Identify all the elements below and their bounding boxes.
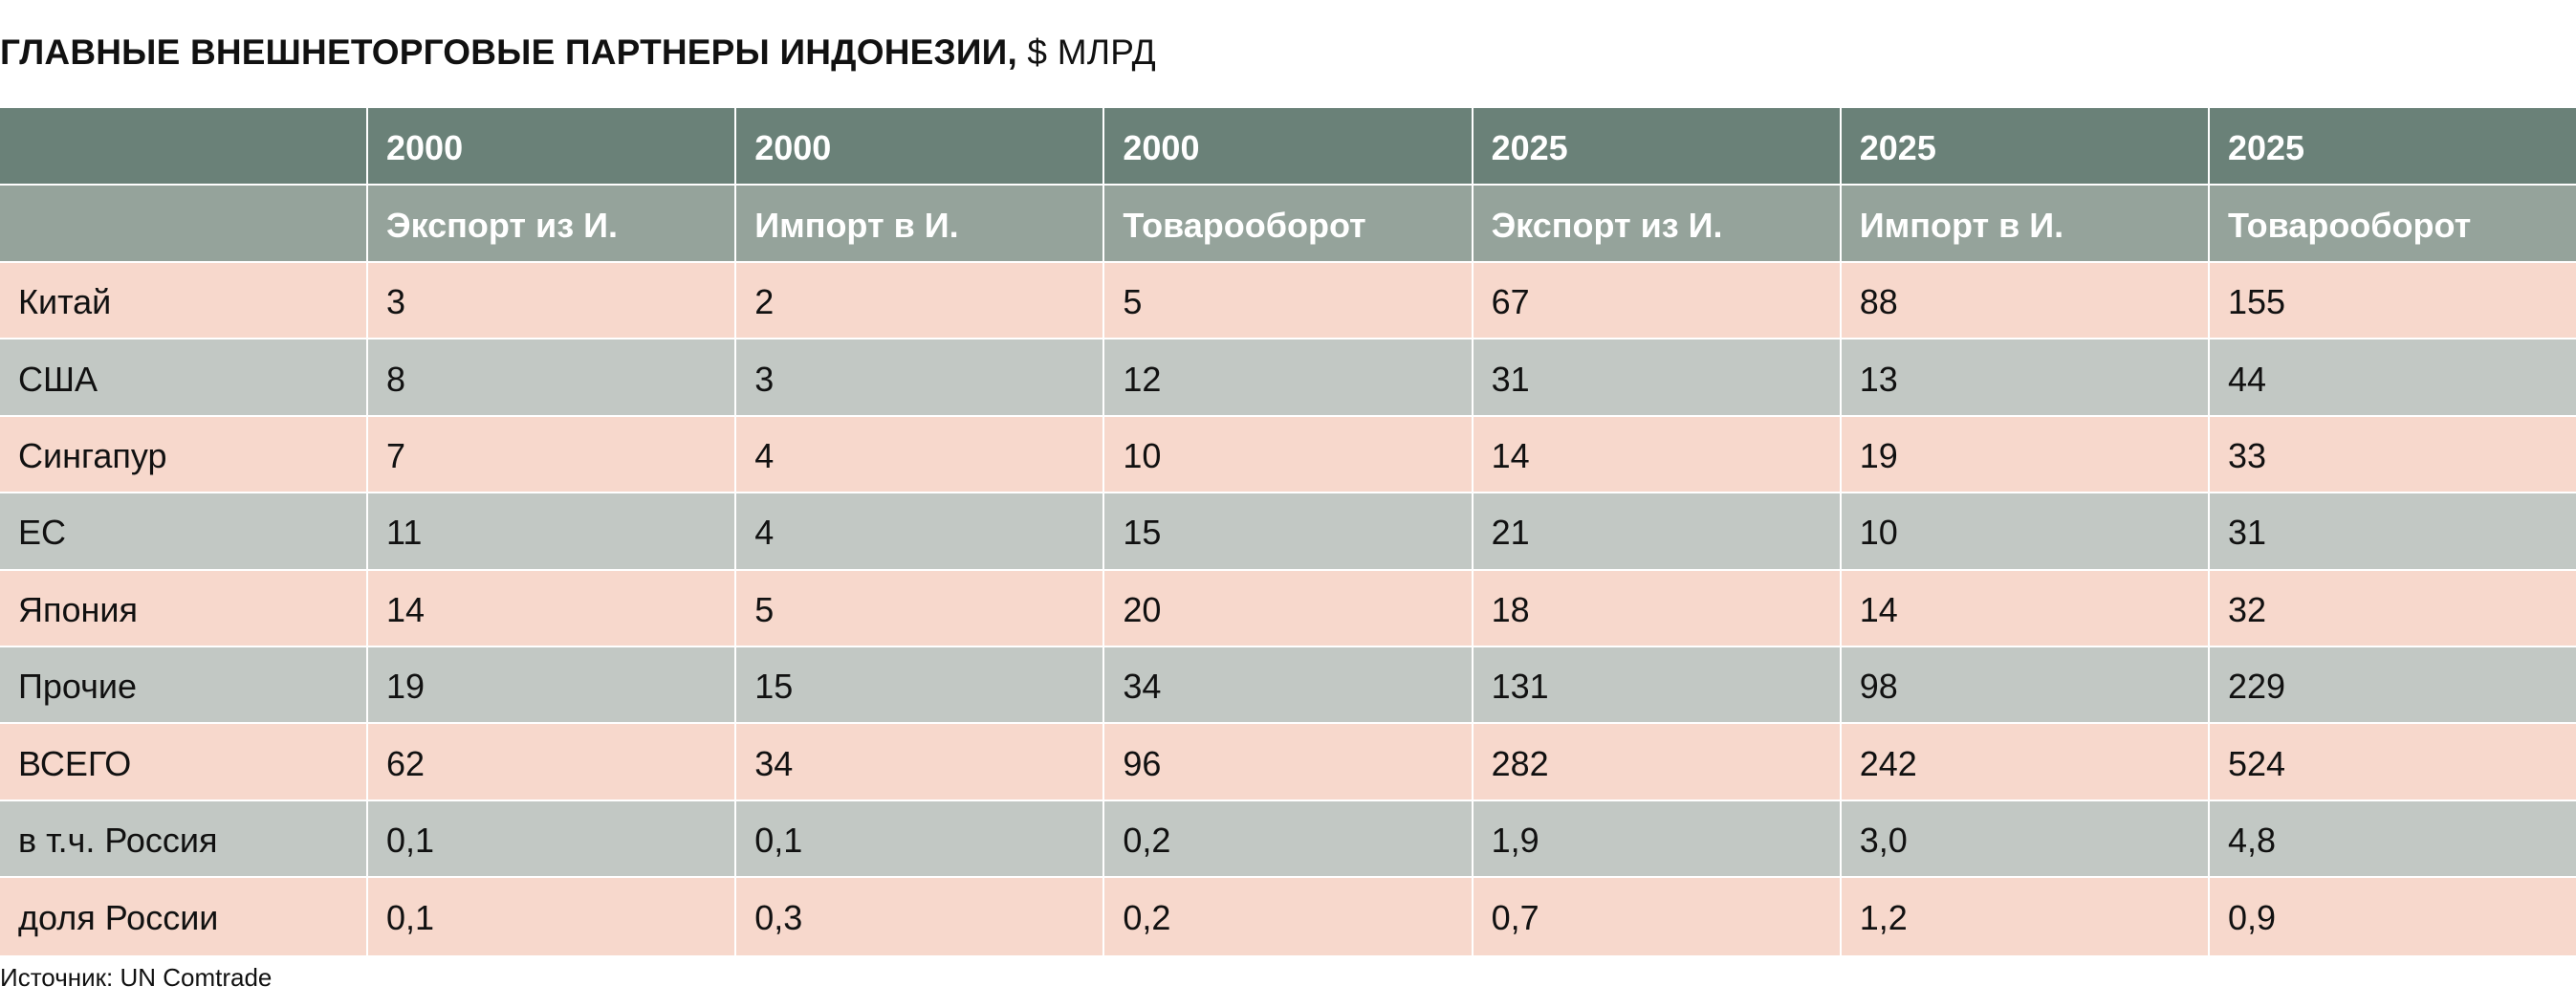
- table-cell: 88: [1839, 263, 2208, 340]
- table-cell: 3: [366, 263, 735, 340]
- table-cell: 13: [1839, 340, 2208, 417]
- table-cell: 31: [1471, 340, 1840, 417]
- table-cell: 4: [734, 416, 1103, 494]
- row-label: доля России: [0, 878, 366, 955]
- header-year-cell: 2025: [1471, 108, 1840, 186]
- table-cell: 14: [1471, 416, 1840, 494]
- header-kind-cell: Импорт в И.: [1839, 186, 2208, 263]
- table-cell: 32: [2207, 570, 2576, 647]
- table-cell: 1,2: [1839, 878, 2208, 955]
- header-kind-cell: Товарооборот: [1102, 186, 1472, 263]
- table-cell: 98: [1839, 646, 2208, 725]
- table-cell: 5: [734, 570, 1103, 647]
- row-label: Сингапур: [0, 416, 366, 494]
- header-year-cell: 2025: [2207, 108, 2576, 186]
- row-label: ВСЕГО: [0, 724, 366, 801]
- table-title: ГЛАВНЫЕ ВНЕШНЕТОРГОВЫЕ ПАРТНЕРЫ ИНДОНЕЗИ…: [0, 29, 1156, 77]
- table-row: Прочие 19 15 34 131 98 229: [0, 646, 2576, 725]
- row-label: Китай: [0, 263, 366, 340]
- table-cell: 11: [366, 493, 735, 571]
- header-kind-cell: Импорт в И.: [734, 186, 1103, 263]
- table-cell: 44: [2207, 340, 2576, 417]
- table-cell: 12: [1102, 340, 1472, 417]
- table-cell: 0,1: [366, 800, 735, 879]
- table-cell: 18: [1471, 570, 1840, 647]
- table-cell: 0,1: [734, 800, 1103, 879]
- header-year-cell: 2025: [1839, 108, 2208, 186]
- table-cell: 0,7: [1471, 878, 1840, 955]
- table-cell: 31: [2207, 493, 2576, 571]
- row-label: в т.ч. Россия: [0, 800, 366, 879]
- trade-partners-table: 2000 2000 2000 2025 2025 2025 Экспорт из…: [0, 108, 2576, 955]
- table-cell: 5: [1102, 263, 1472, 340]
- table-cell: 155: [2207, 263, 2576, 340]
- table-cell: 19: [1839, 416, 2208, 494]
- table-cell: 8: [366, 340, 735, 417]
- row-label: США: [0, 340, 366, 417]
- table-cell: 131: [1471, 646, 1840, 725]
- table-cell: 34: [734, 724, 1103, 801]
- table-row: Китай 3 2 5 67 88 155: [0, 263, 2576, 340]
- table-cell: 15: [1102, 493, 1472, 571]
- table-cell: 524: [2207, 724, 2576, 801]
- table-row-russia-share: доля России 0,1 0,3 0,2 0,7 1,2 0,9: [0, 878, 2576, 955]
- table-cell: 0,1: [366, 878, 735, 955]
- header-kind-cell: Экспорт из И.: [366, 186, 735, 263]
- table-cell: 0,2: [1102, 800, 1472, 879]
- header-kind-cell: Товарооборот: [2207, 186, 2576, 263]
- table-cell: 3: [734, 340, 1103, 417]
- table-cell: 242: [1839, 724, 2208, 801]
- row-label: ЕС: [0, 493, 366, 571]
- table-cell: 4,8: [2207, 800, 2576, 879]
- table-cell: 33: [2207, 416, 2576, 494]
- row-label: Прочие: [0, 646, 366, 725]
- table-cell: 10: [1839, 493, 2208, 571]
- table-cell: 10: [1102, 416, 1472, 494]
- table-cell: 1,9: [1471, 800, 1840, 879]
- table-cell: 0,2: [1102, 878, 1472, 955]
- table-cell: 34: [1102, 646, 1472, 725]
- table-row: ЕС 11 4 15 21 10 31: [0, 493, 2576, 571]
- header-kind-cell: Экспорт из И.: [1471, 186, 1840, 263]
- header-year-cell: 2000: [1102, 108, 1472, 186]
- table-cell: 2: [734, 263, 1103, 340]
- table-cell: 0,3: [734, 878, 1103, 955]
- table-title-unit: $ МЛРД: [1016, 33, 1156, 72]
- table-cell: 7: [366, 416, 735, 494]
- table-cell: 14: [1839, 570, 2208, 647]
- table-cell: 282: [1471, 724, 1840, 801]
- header-year-corner: [0, 108, 366, 186]
- header-row-kinds: Экспорт из И. Импорт в И. Товарооборот Э…: [0, 186, 2576, 263]
- table-cell: 14: [366, 570, 735, 647]
- table-cell: 96: [1102, 724, 1472, 801]
- header-year-cell: 2000: [734, 108, 1103, 186]
- table-cell: 21: [1471, 493, 1840, 571]
- table-row-total: ВСЕГО 62 34 96 282 242 524: [0, 724, 2576, 801]
- table-cell: 0,9: [2207, 878, 2576, 955]
- table-cell: 3,0: [1839, 800, 2208, 879]
- header-year-cell: 2000: [366, 108, 735, 186]
- table-cell: 229: [2207, 646, 2576, 725]
- table-cell: 67: [1471, 263, 1840, 340]
- table-row-russia: в т.ч. Россия 0,1 0,1 0,2 1,9 3,0 4,8: [0, 800, 2576, 879]
- header-kind-corner: [0, 186, 366, 263]
- table-row: США 8 3 12 31 13 44: [0, 340, 2576, 417]
- table-row: Япония 14 5 20 18 14 32: [0, 570, 2576, 647]
- table-cell: 4: [734, 493, 1103, 571]
- row-label: Япония: [0, 570, 366, 647]
- table-row: Сингапур 7 4 10 14 19 33: [0, 416, 2576, 494]
- table-title-main: ГЛАВНЫЕ ВНЕШНЕТОРГОВЫЕ ПАРТНЕРЫ ИНДОНЕЗИ…: [0, 33, 1017, 72]
- source-note: Источник: UN Comtrade: [0, 963, 273, 992]
- table-cell: 15: [734, 646, 1103, 725]
- table-cell: 19: [366, 646, 735, 725]
- table-cell: 20: [1102, 570, 1472, 647]
- table-cell: 62: [366, 724, 735, 801]
- header-row-years: 2000 2000 2000 2025 2025 2025: [0, 108, 2576, 186]
